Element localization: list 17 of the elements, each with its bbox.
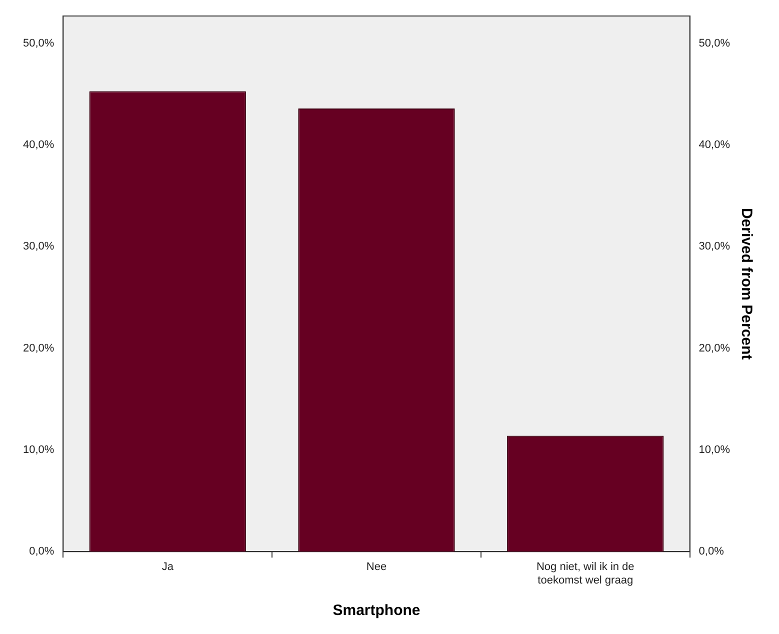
y2-tick-label: 10,0% [698,444,730,456]
x-tick-label: Nog niet, wil ik in de toekomst wel graag [536,561,634,586]
x-tick-label: Nee [366,561,387,574]
y-tick-label: 0,0% [29,546,54,558]
y-tick-label: 10,0% [22,444,54,456]
x-tick-label: Ja [162,561,174,574]
y2-tick-label: 0,0% [698,546,724,558]
x-axis-title: Smartphone [332,602,420,620]
y-tick-label: 50,0% [22,37,54,50]
y-tick-label: 20,0% [22,342,54,354]
y2-axis-title: Derived from Percent [738,208,755,360]
y-tick-label: 30,0% [22,240,54,253]
y2-tick-label: 30,0% [698,240,730,253]
y2-tick-label: 40,0% [698,139,730,152]
y2-tick-label: 20,0% [698,342,730,354]
y-tick-label: 40,0% [22,139,54,152]
y2-tick-label: 50,0% [698,37,730,50]
